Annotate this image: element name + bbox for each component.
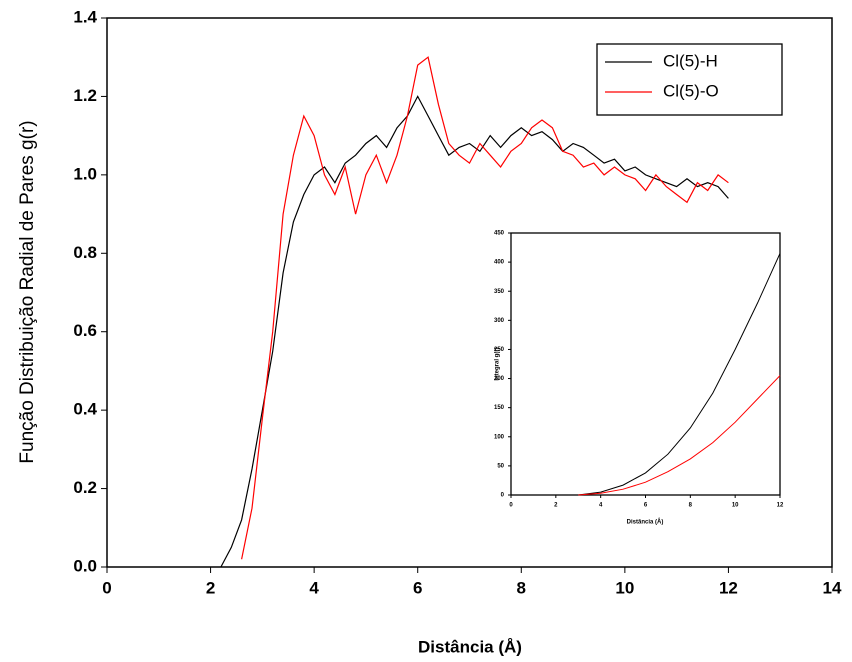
y-tick-label: 0.2	[73, 478, 97, 497]
y-tick-label: 0.8	[73, 243, 97, 262]
y-tick-label: 150	[494, 405, 505, 411]
data-line	[241, 56, 729, 560]
x-tick-label: 10	[615, 578, 634, 597]
x-tick-label: 2	[206, 578, 215, 597]
y-tick-label: 0	[501, 493, 505, 499]
plot-frame	[106, 17, 833, 568]
y-axis-label: Integral g(r)	[495, 347, 501, 380]
x-tick-label: 12	[777, 503, 784, 509]
legend-label: Cl(5)-H	[663, 51, 718, 70]
y-tick-label: 350	[494, 289, 505, 295]
legend-label: Cl(5)-O	[663, 81, 719, 100]
y-tick-label: 200	[494, 376, 505, 382]
x-tick-label: 0	[509, 503, 513, 509]
y-axis-label: Função Distribuição Radial de Pares g(r)	[17, 120, 38, 463]
data-line	[220, 95, 729, 568]
x-tick-label: 2	[554, 503, 558, 509]
data-line	[578, 253, 781, 496]
y-tick-label: 100	[494, 434, 505, 440]
y-tick-label: 0.4	[73, 400, 97, 419]
y-tick-label: 400	[494, 260, 505, 266]
y-tick-label: 1.4	[73, 7, 97, 26]
y-tick-label: 0.6	[73, 321, 97, 340]
x-axis-label: Distância (Å)	[418, 637, 522, 656]
x-tick-label: 14	[823, 578, 842, 597]
x-tick-label: 6	[413, 578, 422, 597]
data-line	[578, 375, 781, 496]
x-tick-label: 6	[644, 503, 648, 509]
legend-box	[596, 43, 783, 116]
x-tick-label: 4	[599, 503, 603, 509]
x-tick-label: 8	[517, 578, 526, 597]
y-tick-label: 0.0	[73, 556, 97, 575]
y-tick-label: 300	[494, 318, 505, 324]
y-tick-label: 450	[494, 231, 505, 237]
x-tick-label: 8	[689, 503, 693, 509]
x-tick-label: 4	[309, 578, 319, 597]
x-axis-label: Distância (Å)	[627, 519, 664, 526]
y-tick-label: 1.0	[73, 164, 97, 183]
x-tick-label: 12	[719, 578, 738, 597]
y-tick-label: 1.2	[73, 86, 97, 105]
y-tick-label: 50	[497, 463, 504, 469]
x-tick-label: 0	[102, 578, 111, 597]
plot-frame	[510, 232, 781, 496]
x-tick-label: 10	[732, 503, 739, 509]
y-tick-label: 250	[494, 347, 505, 353]
